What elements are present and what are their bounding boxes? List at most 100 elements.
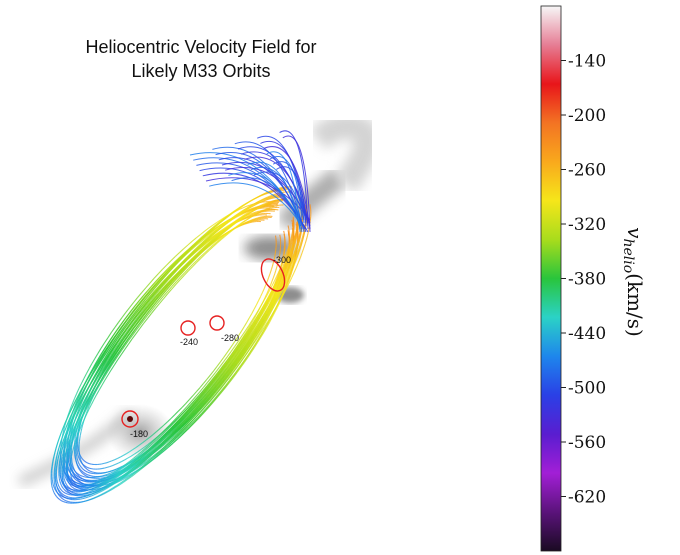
orbit-segment: [64, 489, 67, 492]
orbit-segment: [124, 476, 130, 481]
orbit-segment: [132, 306, 138, 313]
orbit-segment: [214, 370, 220, 377]
orbit-segment: [219, 229, 225, 234]
orbit-segment: [159, 273, 166, 280]
orbit-segment: [289, 264, 293, 270]
orbit-segment: [145, 447, 151, 452]
orbit-segment: [158, 291, 164, 298]
orbit-segment: [207, 238, 213, 243]
orbit-segment: [70, 479, 73, 482]
orbit-segment: [110, 360, 115, 367]
orbit-segment: [199, 240, 205, 246]
orbit-segment: [79, 457, 82, 460]
orbit-segment: [232, 372, 238, 378]
orbit-segment: [204, 250, 210, 255]
orbit-segment: [66, 441, 69, 446]
orbit-segment: [286, 277, 290, 283]
orbit-segment: [276, 199, 279, 202]
orbit-segment: [281, 257, 284, 262]
orbit-segment: [200, 408, 206, 414]
orbit-segment: [103, 360, 108, 367]
orbit-segment: [298, 233, 301, 238]
orbit-segment: [64, 461, 67, 464]
orbit-segment: [203, 382, 208, 388]
orbit-segment: [81, 472, 85, 475]
orbit-segment: [107, 472, 112, 475]
orbit-segment: [270, 306, 275, 313]
orbit-segment: [289, 239, 292, 244]
orbit-segment: [142, 300, 147, 306]
orbit-segment: [271, 292, 275, 298]
orbit-segment: [105, 475, 109, 479]
orbit-segment: [56, 479, 58, 483]
orbit-segment: [78, 476, 81, 479]
orbit-segment: [208, 381, 214, 388]
orbit-segment: [268, 302, 273, 309]
orbit-segment: [146, 458, 152, 464]
orbit-segment: [201, 232, 207, 238]
orbit-segment: [66, 436, 70, 441]
orbit-segment: [67, 478, 70, 481]
orbit-segment: [219, 361, 224, 368]
orbit-segment: [74, 396, 79, 403]
orbit-segment: [98, 381, 103, 387]
orbit-segment: [276, 283, 280, 289]
orbit-segment: [70, 491, 73, 494]
orbit-segment: [111, 459, 115, 462]
orbit-segment: [107, 355, 113, 362]
orbit-segment: [141, 315, 147, 322]
orbit-segment: [86, 397, 90, 403]
orbit-segment: [229, 377, 234, 383]
orbit-segment: [142, 318, 148, 325]
orbit-segment: [65, 434, 68, 440]
orbit-segment: [129, 301, 135, 308]
orbit-segment: [104, 360, 109, 367]
orbit-segment: [203, 397, 209, 404]
orbit-segment: [211, 388, 217, 394]
orbit-segment: [82, 397, 87, 404]
orbit-segment: [126, 451, 130, 455]
orbit-segment: [63, 466, 66, 470]
orbit-segment: [199, 402, 205, 409]
orbit-segment: [136, 301, 142, 308]
orbit-segment: [153, 273, 159, 279]
orbit-segment: [88, 491, 92, 494]
orbit-segment: [123, 315, 129, 321]
orbit-segment: [91, 490, 95, 493]
orbit-segment: [115, 462, 119, 465]
orbit-segment: [228, 354, 234, 361]
orbit-segment: [220, 371, 226, 378]
orbit-segment: [80, 469, 83, 472]
orbit-segment: [211, 241, 216, 245]
orbit-segment: [117, 456, 121, 459]
orbit-segment: [104, 363, 109, 369]
orbit-segment: [187, 261, 193, 267]
orbit-segment: [80, 457, 83, 460]
orbit-segment: [203, 241, 209, 246]
orbit-segment: [204, 227, 210, 232]
orbit-segment: [90, 470, 93, 473]
orbit-segment: [225, 227, 231, 232]
orbit-segment: [125, 464, 131, 469]
orbit-segment: [220, 216, 225, 221]
orbit-segment: [161, 437, 168, 444]
orbit-segment: [284, 279, 289, 286]
orbit-segment: [141, 447, 146, 453]
orbit-segment: [232, 339, 237, 345]
orbit-segment: [138, 457, 143, 463]
orbit-segment: [68, 477, 71, 480]
orbit-segment: [124, 475, 129, 479]
orbit-segment: [112, 463, 116, 467]
orbit-segment: [51, 462, 54, 467]
orbit-segment: [251, 315, 256, 321]
orbit-segment: [80, 455, 82, 458]
orbit-segment: [67, 439, 71, 445]
orbit-segment: [71, 488, 74, 491]
orbit-segment: [234, 344, 239, 351]
orbit-segment: [294, 238, 297, 243]
orbit-segment: [259, 315, 264, 321]
orbit-segment: [213, 381, 219, 388]
orbit-segment: [76, 416, 80, 423]
orbit-segment: [72, 426, 76, 432]
orbit-segment: [148, 450, 154, 456]
